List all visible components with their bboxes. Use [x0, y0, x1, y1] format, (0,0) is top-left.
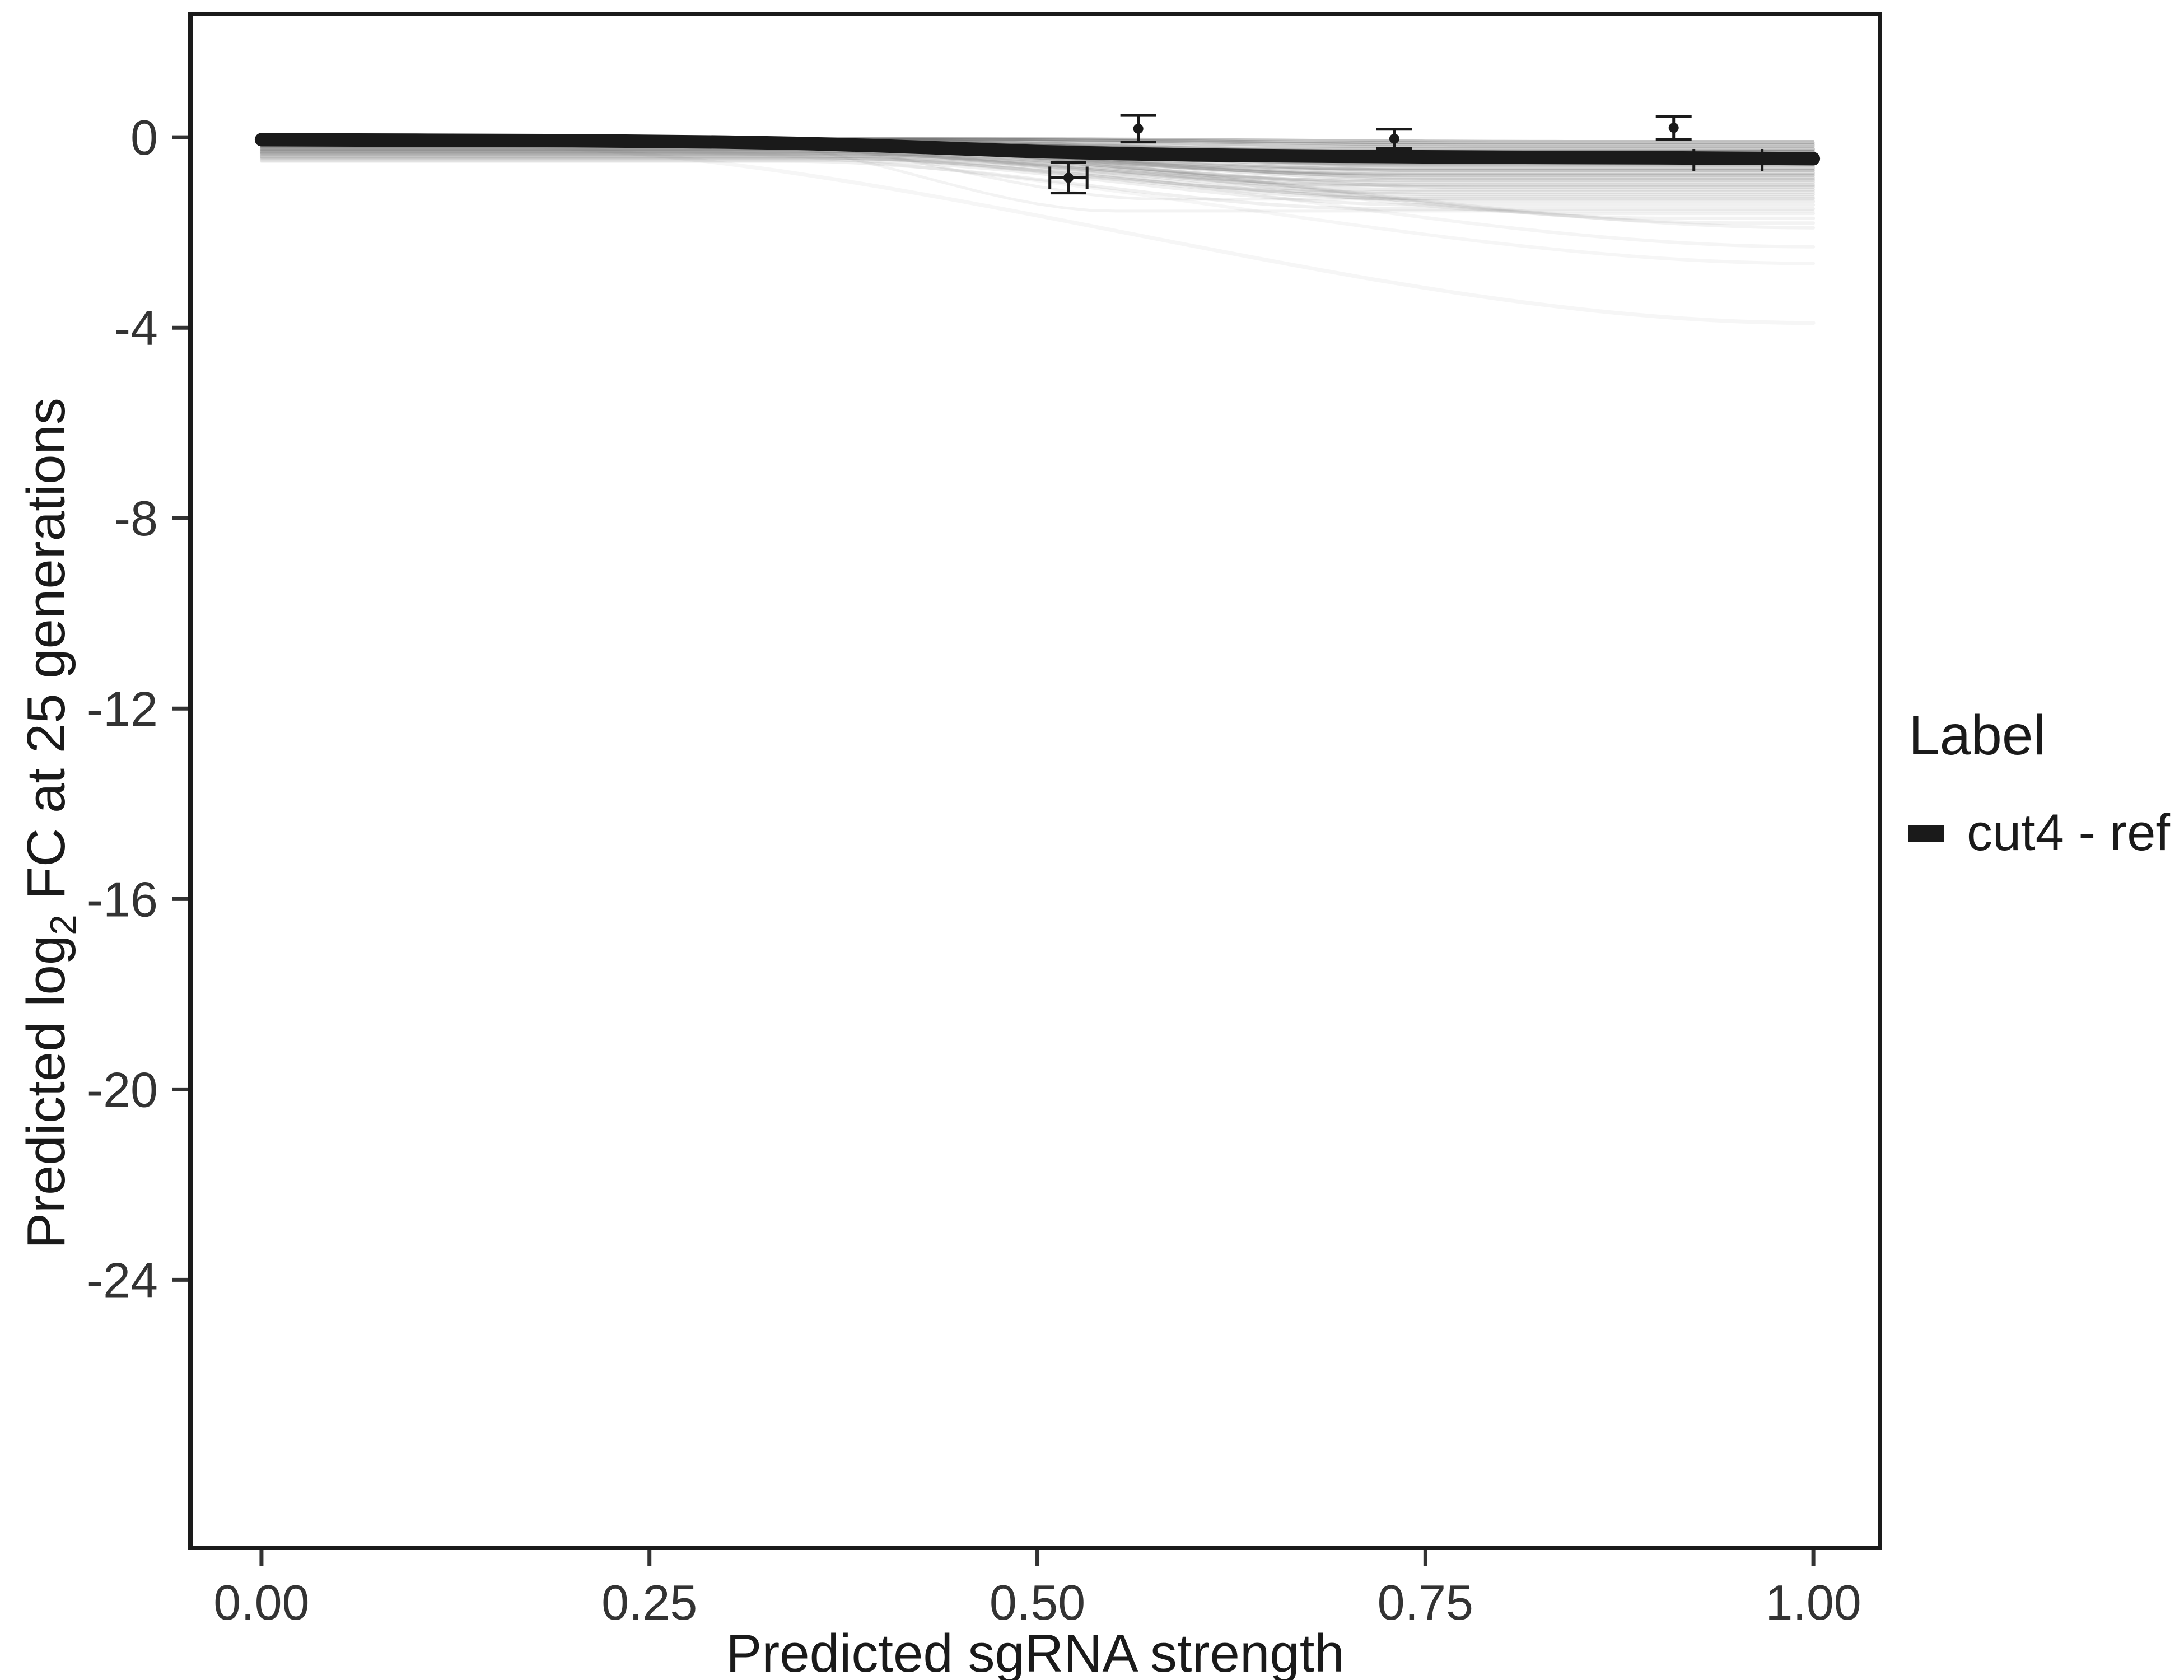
background-prediction-line: [259, 150, 1816, 184]
legend-key-line-swatch: [1908, 824, 1944, 842]
background-prediction-line: [259, 153, 1816, 194]
background-prediction-line: [260, 151, 1815, 188]
y-axis-title-subscript: 2: [43, 914, 84, 935]
x-tick-label: 0.25: [601, 1575, 697, 1630]
background-prediction-line: [259, 152, 1816, 220]
data-point: [1723, 155, 1733, 165]
background-prediction-line: [259, 157, 1816, 203]
y-tick-label: -8: [114, 491, 158, 546]
background-prediction-line: [259, 151, 1816, 187]
y-tick-label: -20: [87, 1062, 158, 1117]
y-tick-label: -4: [114, 300, 158, 356]
y-tick-label: -16: [87, 871, 158, 927]
background-prediction-line: [259, 155, 1816, 230]
legend-title: Label: [1908, 704, 2046, 767]
data-point: [1389, 133, 1399, 144]
plot-panel-border: [188, 12, 1882, 1550]
y-tick-label: -24: [87, 1252, 158, 1308]
data-point: [1668, 123, 1679, 133]
y-axis-title: Predicted log2 FC at 25 generations: [16, 398, 84, 1249]
y-axis-title-text: Predicted log: [16, 935, 76, 1249]
background-prediction-line: [259, 152, 1816, 192]
background-prediction-line: [259, 155, 1816, 200]
background-prediction-line: [260, 157, 1815, 198]
legend-entry-label: cut4 - ref: [1967, 804, 2171, 861]
background-prediction-line: [259, 149, 1816, 182]
x-tick-label: 0.00: [213, 1575, 309, 1630]
y-tick-label: 0: [130, 110, 158, 165]
x-axis-title-text: Predicted sgRNA strength: [726, 1623, 1345, 1680]
background-prediction-line: [259, 155, 1816, 197]
x-tick-label: 1.00: [1765, 1575, 1861, 1630]
legend: Label cut4 - ref: [1908, 703, 2170, 862]
data-point: [1133, 123, 1144, 134]
background-prediction-line: [259, 150, 1816, 265]
legend-entry: cut4 - ref: [1908, 804, 2170, 862]
y-axis-title-text-2: FC at 25 generations: [16, 398, 76, 915]
x-tick-label: 0.50: [990, 1575, 1085, 1630]
background-prediction-line: [259, 152, 1816, 189]
background-prediction-line: [259, 150, 1816, 216]
x-axis-title: Predicted sgRNA strength: [190, 1623, 1880, 1680]
x-tick-label: 0.75: [1378, 1575, 1473, 1630]
background-prediction-line: [259, 158, 1816, 207]
main-series-line: [254, 133, 1821, 166]
data-point: [1063, 172, 1074, 183]
y-tick-label: -12: [87, 681, 158, 736]
background-prediction-line: [259, 159, 1816, 211]
